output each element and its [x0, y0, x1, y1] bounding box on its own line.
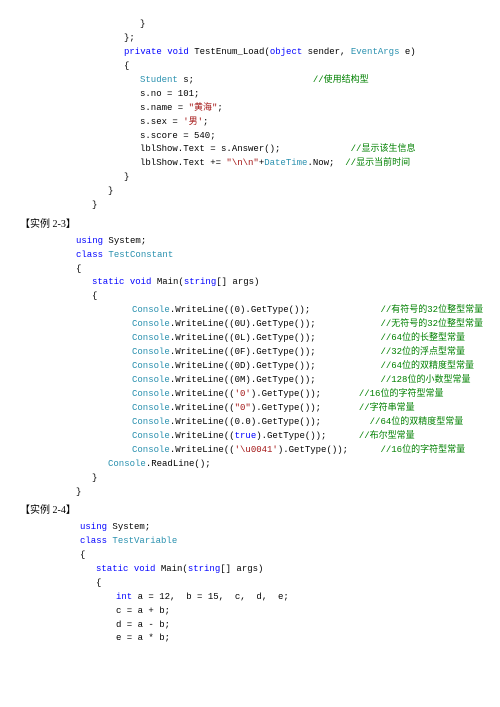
line: } [60, 18, 470, 32]
example-heading-2-4: 【实例 2-4】 [20, 503, 470, 519]
line: Console.WriteLine((0F).GetType()); //32位… [60, 346, 470, 360]
line: e = a * b; [60, 632, 470, 646]
line: s.no = 101; [60, 88, 470, 102]
line: using System; [60, 521, 470, 535]
line: { [60, 290, 470, 304]
line: Student s; //使用结构型 [60, 74, 470, 88]
line: }; [60, 32, 470, 46]
line: { [60, 60, 470, 74]
line: Console.WriteLine((0.0).GetType()); //64… [60, 416, 470, 430]
code-block-2: using System; class TestConstant { stati… [60, 235, 470, 500]
line: } [60, 171, 470, 185]
example-heading-2-3: 【实例 2-3】 [20, 217, 470, 233]
line: static void Main(string[] args) [60, 276, 470, 290]
line: Console.WriteLine((0D).GetType()); //64位… [60, 360, 470, 374]
line: Console.WriteLine((true).GetType()); //布… [60, 430, 470, 444]
line: s.name = "黄海"; [60, 102, 470, 116]
line: } [60, 486, 470, 500]
line: class TestConstant [60, 249, 470, 263]
line: d = a - b; [60, 619, 470, 633]
line: lblShow.Text = s.Answer(); //显示该生信息 [60, 143, 470, 157]
line: } [60, 472, 470, 486]
line: Console.WriteLine(("0").GetType()); //字符… [60, 402, 470, 416]
code-block-1: } }; private void TestEnum_Load(object s… [60, 18, 470, 213]
line: } [60, 199, 470, 213]
line: Console.ReadLine(); [60, 458, 470, 472]
line: Console.WriteLine((0L).GetType()); //64位… [60, 332, 470, 346]
line: using System; [60, 235, 470, 249]
line: Console.WriteLine((0U).GetType()); //无符号… [60, 318, 470, 332]
line: Console.WriteLine((0M).GetType()); //128… [60, 374, 470, 388]
line: Console.WriteLine(('\u0041').GetType());… [60, 444, 470, 458]
line: int a = 12, b = 15, c, d, e; [60, 591, 470, 605]
line: s.sex = '男'; [60, 116, 470, 130]
line: Console.WriteLine(('0').GetType()); //16… [60, 388, 470, 402]
line: Console.WriteLine((0).GetType()); //有符号的… [60, 304, 470, 318]
line: static void Main(string[] args) [60, 563, 470, 577]
line: s.score = 540; [60, 130, 470, 144]
line: lblShow.Text += "\n\n"+DateTime.Now; //显… [60, 157, 470, 171]
line: private void TestEnum_Load(object sender… [60, 46, 470, 60]
code-block-3: using System; class TestVariable { stati… [60, 521, 470, 646]
line: { [60, 549, 470, 563]
line: c = a + b; [60, 605, 470, 619]
line: { [60, 577, 470, 591]
line: } [60, 185, 470, 199]
line: { [60, 263, 470, 277]
line: class TestVariable [60, 535, 470, 549]
